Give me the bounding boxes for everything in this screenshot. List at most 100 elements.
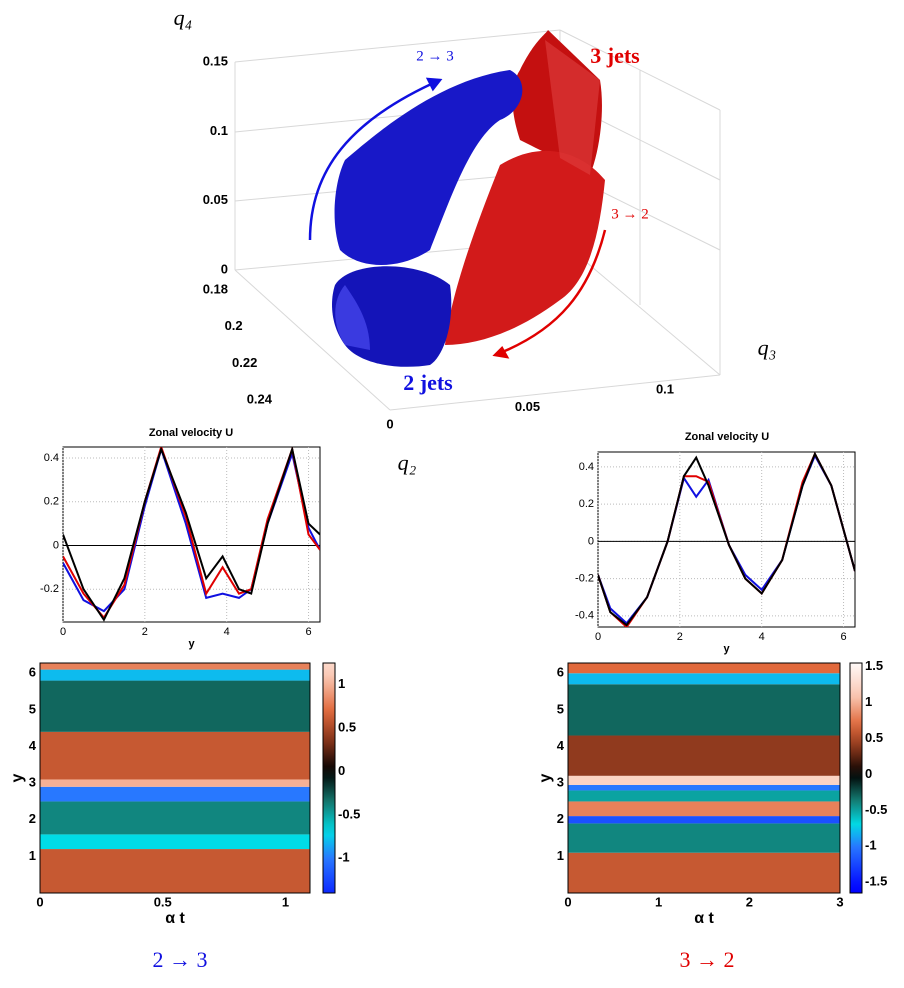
y-tick-label: 0 xyxy=(386,416,393,431)
colorbar-tick-label: -0.5 xyxy=(865,802,887,817)
heat-band xyxy=(40,779,310,787)
y-tick-label: 5 xyxy=(29,701,36,716)
x-tick-label: 4 xyxy=(224,626,230,638)
y-axis-label: q₃ xyxy=(758,335,777,360)
x-tick-label: 0.22 xyxy=(232,355,257,370)
plot-frame xyxy=(567,662,841,894)
colorbar-tick-label: -1.5 xyxy=(865,874,887,889)
heat-band xyxy=(568,684,840,736)
y-tick-label: 3 xyxy=(557,775,564,790)
y-tick-label: 1 xyxy=(557,848,564,863)
blob-2-jets xyxy=(332,70,523,367)
x-tick-label: 0 xyxy=(36,894,43,909)
y-tick-label: -0.2 xyxy=(40,583,59,595)
heat-band xyxy=(568,852,840,893)
y-tick-label: 0 xyxy=(53,539,59,551)
z-tick-label: 0.15 xyxy=(203,53,228,68)
x-tick-label: 0 xyxy=(60,626,66,638)
chart-title: Zonal velocity U xyxy=(685,431,769,443)
plot-area xyxy=(62,446,321,623)
z-axis-label: q₄ xyxy=(174,5,193,30)
y-tick-label: 3 xyxy=(29,775,36,790)
y-tick-label: 0.4 xyxy=(579,461,594,473)
colorbar-tick-label: 0.5 xyxy=(338,720,356,735)
y-tick-label: 4 xyxy=(557,738,565,753)
y-tick-label: -0.2 xyxy=(575,573,594,585)
heat-band xyxy=(568,801,840,817)
x-tick-label: 3 xyxy=(836,894,843,909)
annotation: 3 → 2 xyxy=(611,206,649,222)
x-tick-label: 2 xyxy=(677,631,683,643)
y-tick-label: 1 xyxy=(29,848,36,863)
x-tick-label: 6 xyxy=(840,631,846,643)
heat-band xyxy=(40,680,310,732)
colorbar-tick-label: 0 xyxy=(338,763,345,778)
heat-band xyxy=(40,663,310,670)
z-tick-label: 0.05 xyxy=(203,192,228,207)
y-tick-label: 2 xyxy=(557,811,564,826)
heat-band xyxy=(568,790,840,802)
y-tick-label: 6 xyxy=(557,665,564,680)
x-axis-label: q₂ xyxy=(398,450,417,475)
annotation: 2 jets xyxy=(403,370,453,395)
heat-band xyxy=(568,663,840,674)
x-tick-label: 6 xyxy=(305,626,311,638)
colorbar-tick-label: -1 xyxy=(338,850,350,865)
x-axis-label: y xyxy=(188,638,195,650)
chart-title: Zonal velocity U xyxy=(149,427,233,439)
y-tick-label: 2 xyxy=(29,811,36,826)
heat-band xyxy=(568,673,840,685)
x-tick-label: 2 xyxy=(142,626,148,638)
annotation: 2 → 3 xyxy=(416,48,454,64)
x-tick-label: 0 xyxy=(564,894,571,909)
y-tick-label: 0.2 xyxy=(44,496,59,508)
y-tick-label: 0.1 xyxy=(656,381,674,396)
colorbar-tick-label: 1.5 xyxy=(865,658,883,673)
series-line xyxy=(598,452,855,627)
x-tick-label: 4 xyxy=(759,631,765,643)
y-tick-label: -0.4 xyxy=(575,610,594,622)
x-tick-label: 0.5 xyxy=(154,894,172,909)
z-tick-label: 0.1 xyxy=(210,123,228,138)
heat-band xyxy=(40,834,310,850)
colorbar-tick-label: 0 xyxy=(865,766,872,781)
y-axis-label: y xyxy=(537,773,554,782)
x-tick-label: 0.2 xyxy=(225,318,243,333)
heat-band xyxy=(40,669,310,681)
colorbar-tick-label: -1 xyxy=(865,838,877,853)
colorbar-tick-label: 0.5 xyxy=(865,730,883,745)
plot-frame xyxy=(39,662,311,894)
x-axis-label: y xyxy=(723,643,730,655)
colorbar-tick-label: -0.5 xyxy=(338,806,360,821)
heat-band xyxy=(568,784,840,791)
x-tick-label: 0.18 xyxy=(203,281,228,296)
blob-3-jets xyxy=(445,30,605,345)
y-tick-label: 0 xyxy=(588,535,594,547)
x-axis-label: α t xyxy=(165,910,185,927)
z-tick-label: 0 xyxy=(221,261,228,276)
x-tick-label: 1 xyxy=(655,894,662,909)
heat-band xyxy=(40,801,310,835)
heat-band xyxy=(568,816,840,824)
y-tick-label: 0.2 xyxy=(579,498,594,510)
colorbar xyxy=(322,662,336,894)
series-line xyxy=(63,447,320,622)
y-tick-label: 4 xyxy=(29,738,37,753)
colorbar-tick-label: 1 xyxy=(865,694,872,709)
x-tick-label: 0 xyxy=(595,631,601,643)
x-tick-label: 0.24 xyxy=(247,391,273,406)
arrows xyxy=(308,77,607,359)
caption: 3 → 2 xyxy=(680,947,735,972)
y-axis-label: y xyxy=(9,773,26,782)
colorbar-tick-label: 1 xyxy=(338,676,345,691)
heat-band xyxy=(568,775,840,785)
heat-band xyxy=(40,731,310,780)
y-tick-label: 0.05 xyxy=(515,399,540,414)
colorbar xyxy=(849,662,863,894)
heat-band xyxy=(40,849,310,893)
heat-band xyxy=(568,735,840,776)
x-tick-label: 1 xyxy=(282,894,289,909)
heat-band xyxy=(568,823,840,853)
heat-band xyxy=(40,786,310,802)
